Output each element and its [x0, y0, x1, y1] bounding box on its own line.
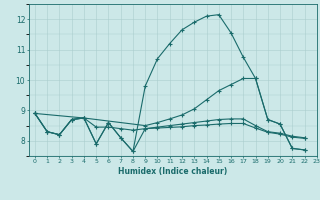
X-axis label: Humidex (Indice chaleur): Humidex (Indice chaleur)	[118, 167, 228, 176]
